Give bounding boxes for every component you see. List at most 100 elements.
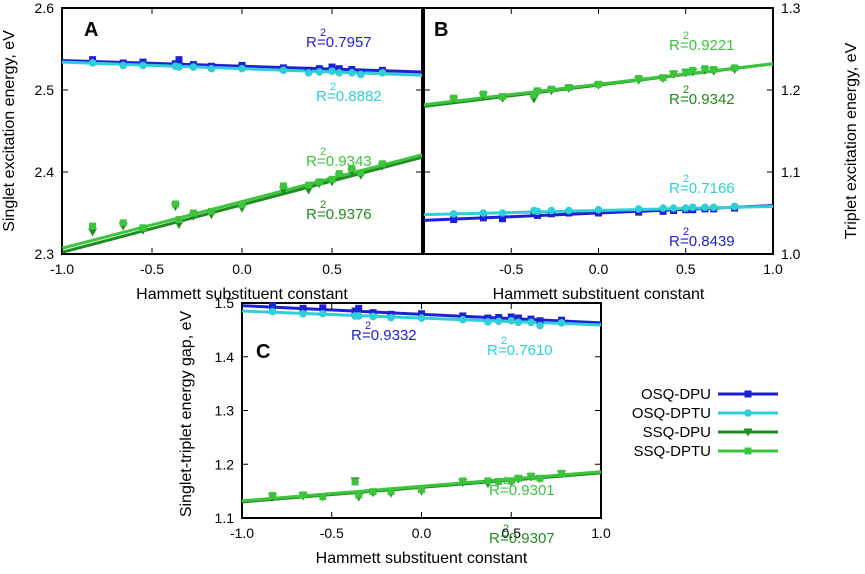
panel-B-point-osq-dptu — [659, 204, 667, 212]
r2-sup: 2 — [683, 226, 689, 238]
panel-C-point-ssq-dptu — [351, 478, 359, 486]
panel-B-r2-ssq-dpu: R2=0.9342 — [669, 84, 735, 108]
panel-A-point-osq-dptu — [139, 61, 147, 70]
panel-A-xtick-label: -1.0 — [50, 261, 74, 277]
r2-value: =0.9301 — [500, 482, 555, 499]
legend-marker-ssq-dpu — [743, 428, 753, 437]
r2-r: R — [306, 34, 317, 51]
panel-B-point-osq-dptu — [449, 210, 458, 218]
panel-B-point-osq-dptu — [688, 203, 697, 212]
panel-A-xtick-label: 0.0 — [232, 261, 252, 277]
panel-A-point-ssq-dptu — [348, 165, 356, 173]
legend-marker-osq-dptu — [744, 409, 752, 417]
panel-A-point-osq-dpu — [175, 56, 183, 64]
panel-A-r2-osq-dptu: R2=0.8882 — [316, 81, 382, 105]
panel-A-ytick-label: 2.5 — [35, 82, 55, 98]
legend-marker-osq-dpu — [744, 390, 752, 398]
panel-B-xtick-label: 0.0 — [589, 261, 609, 277]
r2-value: =0.8882 — [327, 88, 382, 105]
panel-C-point-ssq-dptu — [536, 474, 544, 482]
panel-A-point-osq-dptu — [304, 68, 313, 77]
panel-C-point-osq-dptu — [536, 321, 544, 330]
panel-C-point-osq-dptu — [557, 319, 566, 327]
panel-B-point-osq-dptu — [533, 207, 542, 216]
panel-A-point-osq-dptu — [335, 68, 344, 77]
r2-r: R — [306, 206, 317, 223]
panel-C-xlabel: Hammett substituent constant — [316, 550, 528, 567]
panel-B-point-osq-dpu — [533, 211, 541, 219]
panel-A-ytick-label: 2.4 — [35, 164, 55, 180]
panel-C-ylabel: Singlet-triplet energy gap, eV — [178, 311, 195, 518]
panel-C-point-osq-dptu — [507, 316, 516, 325]
panel-B-point-ssq-dptu — [710, 66, 718, 73]
panel-A-point-osq-dptu — [207, 64, 216, 73]
panel-B-xlabel: Hammett substituent constant — [493, 286, 705, 303]
panel-C-point-osq-dpu — [418, 310, 425, 318]
panel-C-point-osq-dptu — [484, 318, 492, 326]
panel-C-ytick-label: 1.3 — [215, 403, 235, 419]
panel-A-point-ssq-dptu — [139, 224, 147, 232]
panel-C-point-ssq-dptu — [319, 493, 327, 500]
panel-A-point-osq-dptu — [119, 61, 127, 70]
panel-A-point-ssq-dptu — [279, 182, 287, 190]
r2-sup: 2 — [320, 27, 326, 39]
r2-value: =0.9307 — [500, 530, 555, 547]
panel-A-point-osq-dptu — [88, 59, 97, 67]
panel-B-point-ssq-dptu — [530, 91, 538, 99]
panel-A-ytick-label: 2.3 — [35, 246, 55, 262]
legend-marker-ssq-dptu — [744, 447, 752, 455]
panel-A-point-ssq-dptu — [119, 219, 127, 227]
panel-A-xtick-label: 0.5 — [322, 261, 342, 277]
r2-r: R — [316, 88, 327, 105]
r2-r: R — [487, 342, 498, 359]
panel-B-r2-osq-dpu: R2=0.8439 — [669, 226, 735, 250]
panel-C-r2-ssq-dptu: R2=0.9301 — [489, 475, 555, 499]
panel-C-r2-ssq-dpu: R2=0.9307 — [489, 523, 555, 547]
panel-B-point-ssq-dptu — [670, 70, 678, 78]
panel-A-point-osq-dptu — [189, 63, 198, 71]
panel-C-xtick-label: 1.0 — [591, 525, 611, 541]
panel-C-point-osq-dpu — [319, 304, 327, 312]
panel-A-point-osq-dptu — [175, 63, 183, 71]
panel-A-point-ssq-dptu — [328, 175, 336, 183]
panel-A-point-ssq-dptu — [189, 209, 197, 217]
panel-C-point-osq-dpu — [299, 304, 307, 312]
panel-A-point-osq-dptu — [315, 68, 324, 76]
r2-value: =0.9221 — [680, 37, 735, 54]
panel-C-ytick-label: 1.4 — [215, 349, 235, 365]
r2-sup: 2 — [320, 199, 326, 211]
panel-C-point-osq-dpu — [269, 302, 277, 310]
panel-B-point-ssq-dptu — [565, 84, 573, 92]
panel-B-point-ssq-dptu — [479, 90, 487, 98]
r2-sup: 2 — [683, 30, 689, 42]
panel-A-xtick-label: -0.5 — [140, 261, 164, 277]
panel-B-ytick-label: 1.0 — [781, 246, 801, 262]
panel-C-r2-osq-dptu: R2=0.7610 — [487, 335, 553, 359]
panel-B-point-ssq-dptu — [701, 65, 709, 73]
panel-C-point-osq-dptu — [369, 312, 377, 321]
panel-B-ytick-label: 1.1 — [781, 164, 801, 180]
panel-C-point-ssq-dptu — [558, 469, 566, 477]
panel-B-point-osq-dpu — [450, 216, 458, 224]
panel-A-point-osq-dpu — [328, 63, 336, 71]
r2-value: =0.9332 — [362, 327, 417, 344]
panel-B-point-osq-dpu — [479, 214, 487, 222]
panel-C-ytick-label: 1.2 — [215, 456, 235, 472]
panel-A-point-ssq-dptu — [207, 207, 215, 215]
panel-C-point-ssq-dptu — [527, 472, 535, 480]
panel-B-point-osq-dptu — [634, 205, 643, 213]
legend-label-osq-dpu: OSQ-DPU — [641, 386, 711, 403]
panel-C-point-osq-dptu — [458, 315, 467, 324]
r2-value: =0.7610 — [498, 342, 553, 359]
panel-C-point-ssq-dptu — [507, 477, 515, 485]
panel-B-r2-ssq-dptu: R2=0.9221 — [669, 30, 735, 54]
r2-sup: 2 — [320, 146, 326, 158]
panel-A-point-osq-dptu — [279, 66, 288, 75]
panel-A-point-ssq-dptu — [171, 200, 179, 208]
panel-A-point-osq-dptu — [328, 67, 336, 75]
panel-B-r2-osq-dptu: R2=0.7166 — [669, 173, 735, 197]
panel-B-point-osq-dptu — [547, 206, 556, 215]
panel-A-point-osq-dptu — [357, 70, 365, 79]
panel-C-point-osq-dpu — [355, 304, 363, 312]
